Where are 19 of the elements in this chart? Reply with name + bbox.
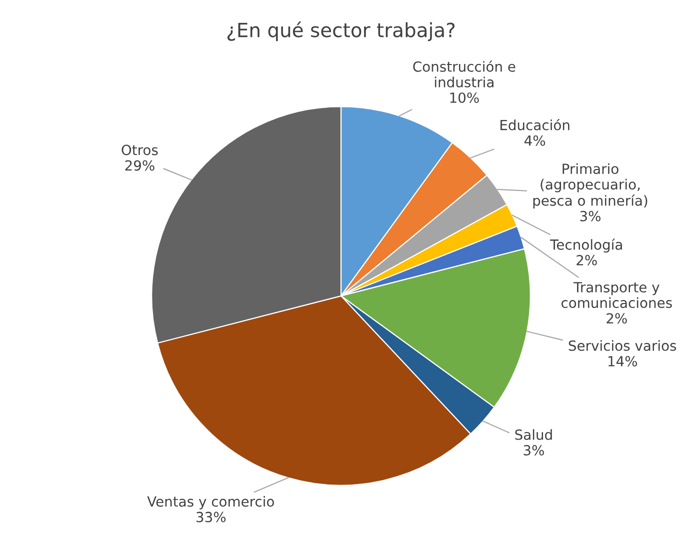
data-label: 14% bbox=[608, 356, 638, 366]
slice-label: Ventas y comercio bbox=[147, 496, 274, 510]
data-label: 2% bbox=[576, 254, 597, 266]
slice-label: Construcción e industria bbox=[413, 60, 516, 88]
slice-label: Educación bbox=[500, 118, 570, 130]
slice-label: Otros bbox=[122, 144, 158, 156]
data-label: 4% bbox=[524, 135, 546, 146]
slice-label: Servicios varios bbox=[568, 340, 676, 351]
slice-label: Tecnología bbox=[550, 238, 622, 253]
data-label: 10% bbox=[450, 92, 479, 103]
slice-label: Primario (agropecuario, pesca o minería) bbox=[533, 163, 648, 209]
data-label: 33% bbox=[196, 512, 226, 522]
chart-title: ¿En qué sector trabaja? bbox=[227, 22, 455, 42]
slice-label: Transporte y comunicaciones bbox=[561, 282, 672, 308]
data-label: 29% bbox=[125, 160, 154, 171]
data-label: 3% bbox=[580, 210, 600, 222]
data-label: 3% bbox=[524, 444, 544, 456]
data-label: 2% bbox=[606, 313, 627, 324]
slice-label: Salud bbox=[515, 429, 552, 440]
